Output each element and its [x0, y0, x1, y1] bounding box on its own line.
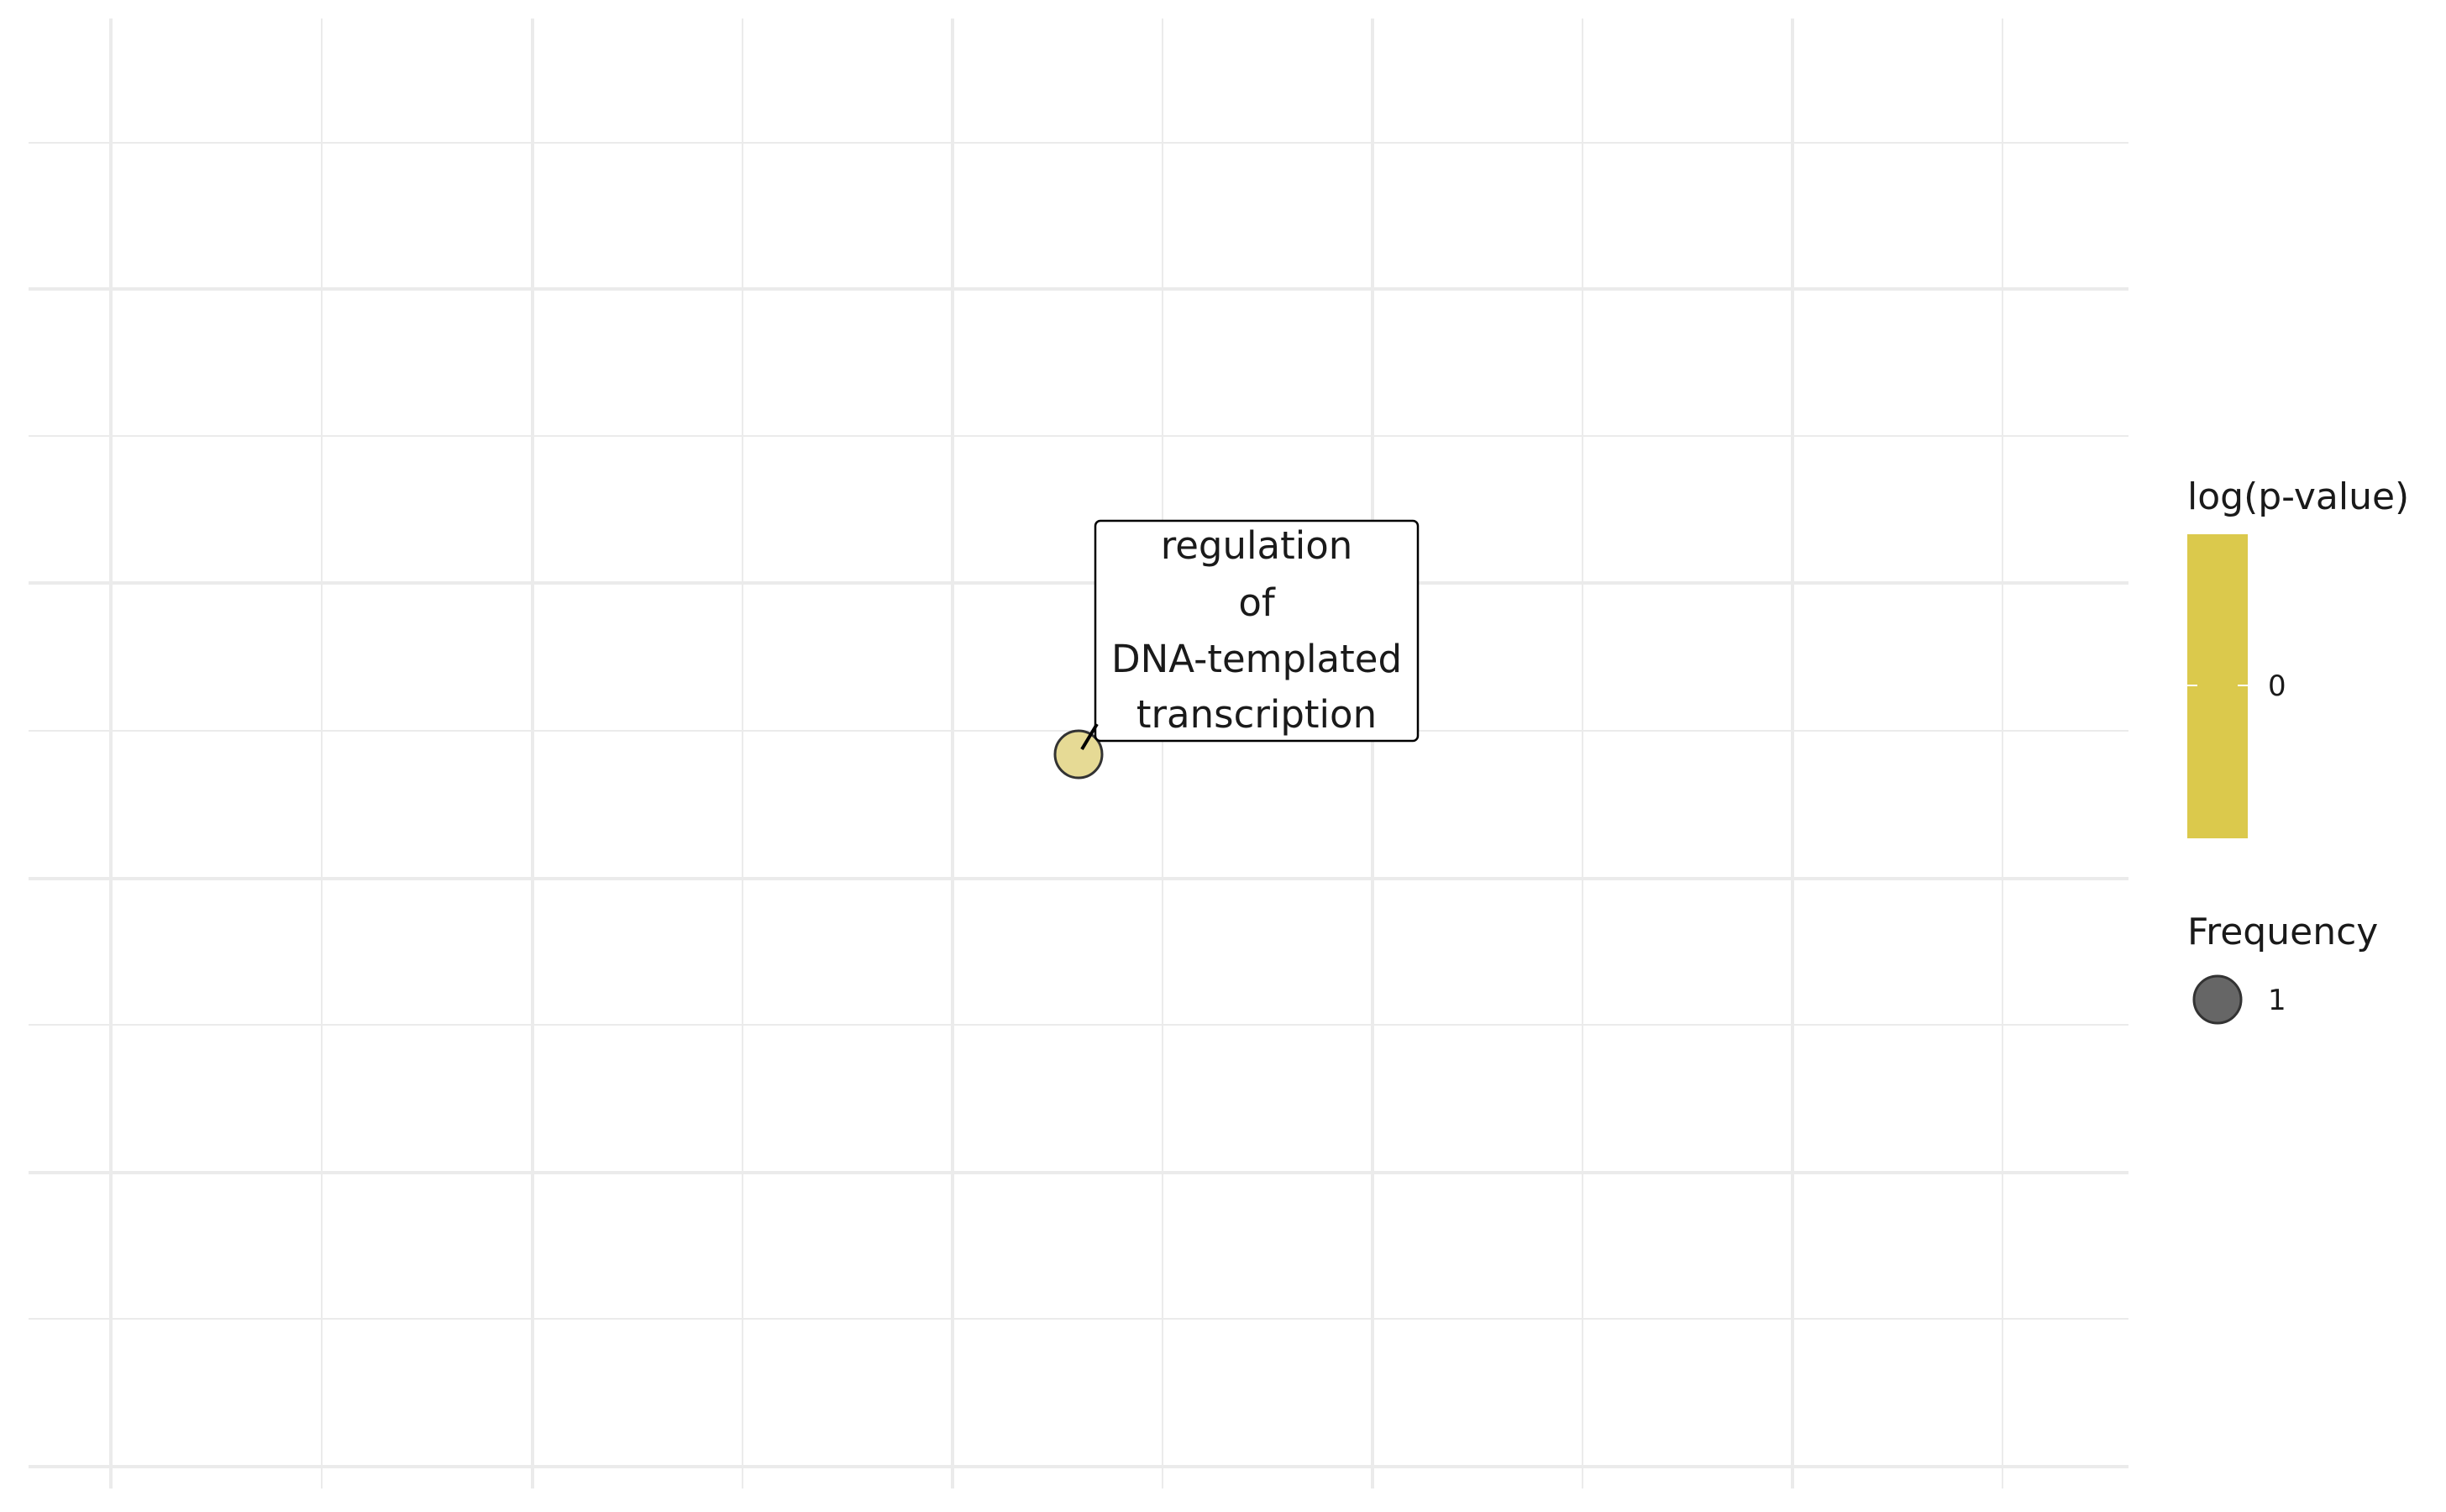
plot-grid [29, 18, 2128, 1488]
point-label-line: regulation [1161, 523, 1353, 568]
point-label-box [1094, 519, 1420, 743]
data-point [1053, 729, 1104, 780]
color-legend-title: log(p-value) [2187, 475, 2409, 518]
data-points: regulation of DNA-templated transcription [1053, 519, 1420, 780]
point-label-line: DNA-templated [1111, 637, 1402, 681]
point-label-line: transcription [1136, 692, 1377, 737]
size-legend-key [2192, 974, 2243, 1025]
color-legend-tick-label: 0 [2268, 669, 2286, 703]
point-label-line: of [1238, 580, 1276, 625]
legend: log(p-value) 0 Frequency 1 [2187, 475, 2409, 1025]
size-legend-label: 1 [2268, 984, 2286, 1017]
point-group-0: regulation of DNA-templated transcription [1053, 519, 1420, 780]
point-label-leader [1080, 722, 1099, 751]
size-legend-title: Frequency [2187, 911, 2378, 953]
